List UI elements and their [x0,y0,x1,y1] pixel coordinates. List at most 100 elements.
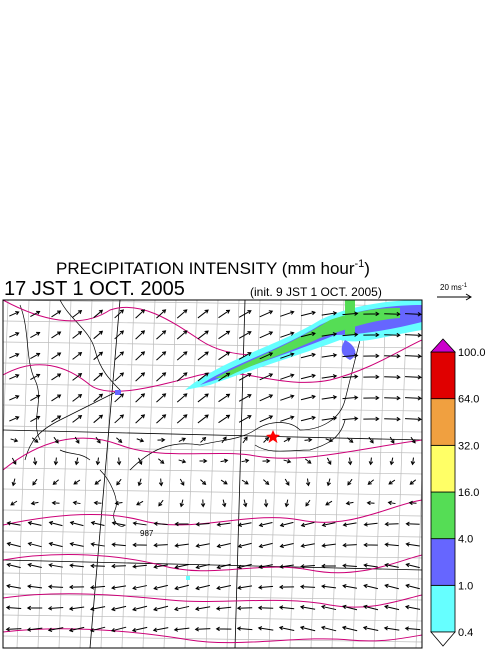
wind-arrow [304,437,313,443]
legend-swatch [430,584,456,633]
wind-arrow [366,500,375,506]
wind-arrow [153,521,168,526]
wind-arrow [241,479,249,485]
legend-under [430,631,456,647]
wind-arrow [89,626,106,633]
grid-line [3,446,422,454]
grid-line [415,463,422,648]
wind-arrow [405,375,422,380]
wind-arrow [278,584,295,590]
wind-arrow [197,330,209,340]
wind-arrow [93,351,104,361]
wind-arrow [69,563,84,568]
legend-label: 1.0 [458,580,473,592]
wind-arrow [72,500,81,506]
wind-arrow [90,563,105,569]
wind-arrow [72,331,83,339]
wind-arrow [131,626,148,633]
grid-line [184,300,198,648]
wind-arrow [174,521,189,527]
wind-arrow [384,604,400,611]
wind-arrow [345,500,354,506]
wind-arrow [9,374,20,380]
wind-arrow [194,627,211,632]
wind-arrow [158,458,165,464]
wind-arrow [48,541,63,548]
legend-label: 32.0 [458,440,479,452]
title-superscript: -1 [355,258,365,270]
wind-arrow [9,395,20,401]
wind-arrow [27,520,42,526]
wind-arrow [218,393,231,403]
wind-arrow [111,563,126,569]
wind-arrow [93,372,104,382]
wind-arrow [6,584,22,589]
reference-vector-label: 20 ms-1 [440,283,468,292]
grid-line [100,300,114,648]
wind-arrow [9,416,20,422]
wind-arrow [111,521,126,526]
wind-arrow [304,458,312,464]
legend-swatch [430,538,456,586]
wind-arrow [72,415,83,423]
grid-line [79,300,93,648]
wind-arrow [216,522,231,527]
wind-arrow [384,416,401,422]
grid-line [3,404,422,412]
wind-arrow [174,564,189,570]
wind-arrow [6,541,21,548]
wind-arrow [321,353,338,358]
wind-arrow [90,520,105,527]
wind-arrow [218,309,231,319]
wind-arrow [32,478,38,486]
wind-arrow [176,351,188,361]
wind-arrow [5,627,22,632]
wind-arrow [10,438,19,443]
wind-arrow [197,414,209,424]
grid-line [3,300,9,456]
wind-arrow [259,394,274,402]
wind-arrow [278,625,295,632]
wind-arrow [69,541,84,547]
wind-arrow [280,310,295,317]
wind-arrow [362,625,379,631]
wind-arrow [72,352,83,360]
grid-line [3,509,422,517]
legend-label: 16.0 [458,487,479,499]
wind-arrow [51,331,62,339]
wind-arrow [222,499,227,508]
legend-label: 100.0 [458,347,486,359]
wind-arrow [300,394,316,401]
grid-line [3,635,422,643]
wind-arrow [68,626,85,633]
wind-arrow [321,311,338,316]
wind-arrow [405,333,422,338]
wind-arrow [279,564,294,569]
wind-arrow [279,521,294,528]
wind-arrow [237,542,252,549]
wind-arrow [27,541,42,548]
wind-arrow [389,436,395,444]
wind-arrow [114,330,125,340]
wind-arrow [405,354,422,359]
wind-arrow [135,330,146,340]
wind-arrow [216,563,231,570]
wind-arrow [347,457,353,466]
wind-arrow [47,606,64,611]
wind-arrow [405,417,422,422]
wind-arrow [93,393,104,403]
wind-arrow [280,331,295,338]
grid-line [121,300,135,648]
wind-arrow [346,437,354,443]
wind-arrow [73,479,81,485]
wind-arrow [384,332,401,338]
wind-arrow [68,606,85,611]
wind-arrow [47,627,64,633]
legend-label: 64.0 [458,394,479,406]
wind-arrow [280,415,295,422]
wind-arrow [404,626,421,631]
wind-arrow [158,499,164,507]
legend-swatch [430,444,456,493]
wind-arrow [259,331,274,339]
wind-arrow [216,585,232,591]
